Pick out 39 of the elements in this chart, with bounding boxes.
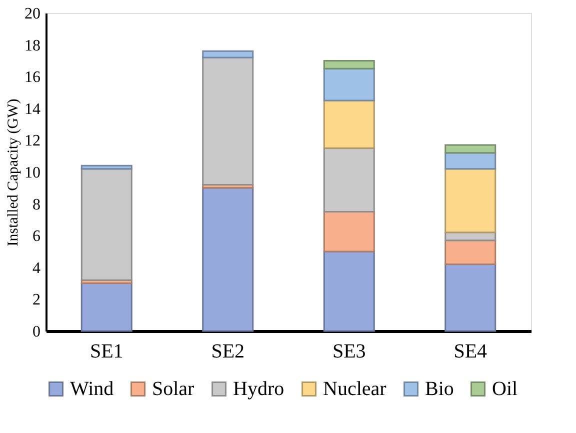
- y-tick-label: 20: [24, 6, 40, 22]
- x-tick-label: SE1: [90, 340, 124, 362]
- y-tick-label: 0: [32, 324, 40, 340]
- y-tick-label: 6: [32, 228, 40, 246]
- legend-label: Oil: [492, 378, 518, 400]
- bar: [80, 164, 132, 170]
- bar: [202, 56, 254, 186]
- bar: [444, 168, 496, 234]
- y-tick-label: 12: [24, 132, 40, 150]
- y-tick-label: 18: [24, 37, 40, 54]
- bar: [323, 100, 375, 149]
- bar: [323, 68, 375, 102]
- y-tick-label: 10: [24, 164, 40, 182]
- bar: [202, 187, 254, 332]
- bar: [323, 211, 375, 252]
- legend-label: Bio: [425, 378, 454, 400]
- bar: [444, 240, 496, 265]
- bar: [444, 144, 496, 154]
- bar: [323, 60, 375, 70]
- bar: [80, 168, 132, 281]
- y-axis-title: Installed Capacity (GW): [6, 98, 22, 246]
- y-tick-label: 2: [32, 292, 40, 309]
- x-tick-label: SE4: [454, 340, 488, 362]
- bar: [202, 50, 254, 58]
- legend-label: Wind: [70, 378, 114, 400]
- bar: [444, 263, 496, 332]
- x-tick-label: SE3: [332, 340, 366, 362]
- legend-label: Nuclear: [323, 378, 387, 400]
- bar: [323, 250, 375, 332]
- y-tick-label: 4: [32, 260, 40, 277]
- legend-label: Solar: [152, 378, 195, 400]
- y-tick-label: 8: [32, 196, 40, 214]
- y-tick-label: 16: [24, 69, 40, 86]
- y-tick-label: 14: [24, 100, 40, 118]
- bar: [323, 147, 375, 212]
- x-tick-label: SE2: [211, 340, 245, 362]
- bar: [80, 282, 132, 332]
- legend-label: Hydro: [233, 378, 284, 400]
- bar: [444, 152, 496, 170]
